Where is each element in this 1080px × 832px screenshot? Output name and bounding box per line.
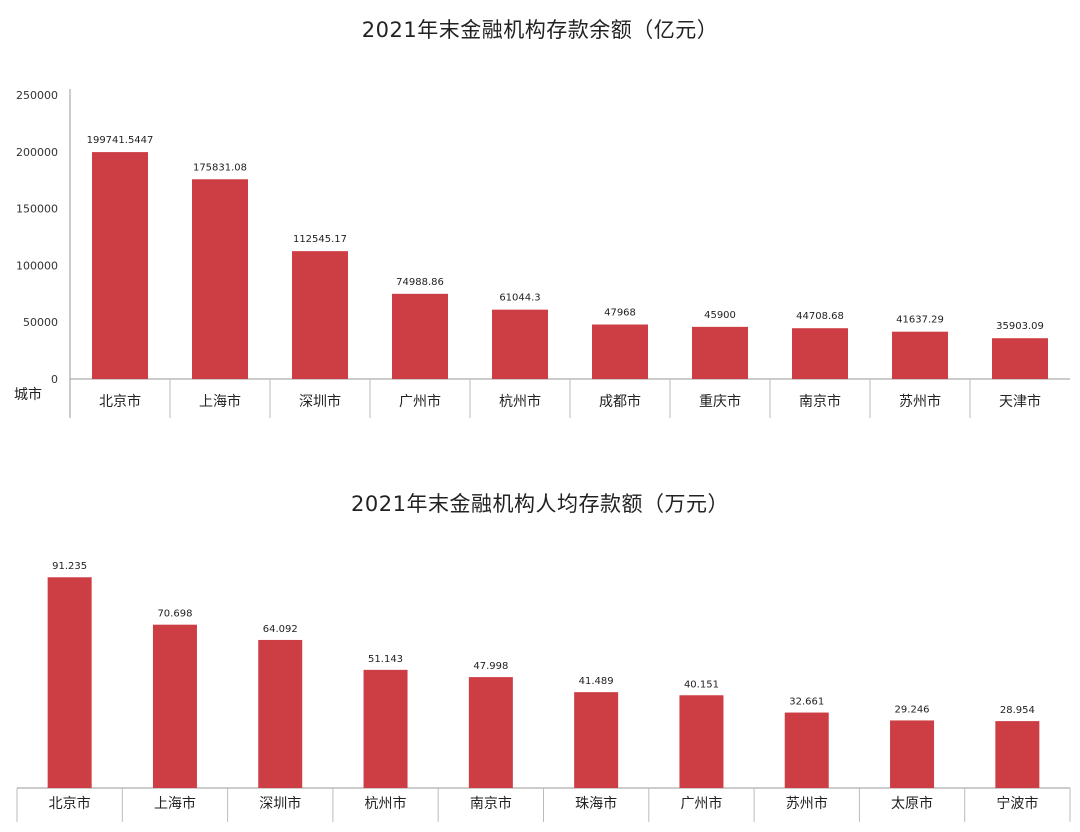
data-label: 112545.17 xyxy=(293,234,347,245)
data-label: 47968 xyxy=(604,308,636,319)
category-label: 广州市 xyxy=(399,393,441,410)
bar xyxy=(468,677,513,788)
bar xyxy=(258,639,303,788)
deposit-balance-chart: 2021年末金融机构存款余额（亿元） 250000 200000 150000 100… xyxy=(14,18,1070,418)
bar xyxy=(492,309,548,379)
bar xyxy=(792,328,848,379)
per-capita-deposit-chart: 2021年末金融机构人均存款额（万元） 91.235 北京市 70.698 上海市 64… xyxy=(0,480,1080,832)
data-label: 64.092 xyxy=(263,624,298,635)
data-label: 70.698 xyxy=(157,609,192,620)
y-tick-label: 50000 xyxy=(23,316,58,329)
bar xyxy=(992,338,1048,379)
bar xyxy=(152,624,197,788)
per-capita-deposit-plot: 91.235 北京市 70.698 上海市 64.092 深圳市 51.143 杭州市 47.9… xyxy=(16,561,1071,822)
data-label: 175831.08 xyxy=(193,162,247,173)
bar xyxy=(679,695,724,788)
data-label: 44708.68 xyxy=(796,311,844,322)
data-label: 29.246 xyxy=(895,704,930,715)
category-label: 深圳市 xyxy=(299,393,341,410)
data-label: 41637.29 xyxy=(896,315,944,326)
category-label: 广州市 xyxy=(680,795,722,812)
bar xyxy=(292,251,348,379)
bar xyxy=(692,326,748,379)
data-label: 40.151 xyxy=(684,679,719,690)
data-label: 35903.09 xyxy=(996,321,1044,332)
data-label: 47.998 xyxy=(473,661,508,672)
category-label: 成都市 xyxy=(599,393,641,410)
bar xyxy=(574,692,619,788)
bar xyxy=(47,577,92,788)
data-label: 32.661 xyxy=(789,697,824,708)
category-label: 深圳市 xyxy=(259,795,301,812)
y-tick-label: 0 xyxy=(51,373,58,386)
category-label: 苏州市 xyxy=(899,393,941,410)
data-label: 91.235 xyxy=(52,561,87,572)
y-tick-label: 200000 xyxy=(16,146,58,159)
x-axis-label: 城市 xyxy=(14,386,42,403)
y-tick-label: 100000 xyxy=(16,259,58,272)
category-label: 珠海市 xyxy=(575,795,617,812)
category-label: 杭州市 xyxy=(499,393,541,410)
category-label: 太原市 xyxy=(891,795,933,812)
bar xyxy=(890,720,935,788)
bar xyxy=(192,179,248,379)
bar xyxy=(92,152,148,379)
bar xyxy=(892,331,948,379)
data-label: 28.954 xyxy=(1000,705,1035,716)
bar xyxy=(995,721,1040,788)
category-label: 天津市 xyxy=(999,393,1041,410)
data-label: 45900 xyxy=(704,310,736,321)
bar xyxy=(592,324,648,379)
bar xyxy=(784,712,829,788)
category-label: 上海市 xyxy=(154,795,196,812)
category-label: 南京市 xyxy=(799,393,841,410)
bar xyxy=(363,669,408,788)
category-label: 北京市 xyxy=(99,393,141,410)
y-tick-label: 250000 xyxy=(16,89,58,102)
category-label: 南京市 xyxy=(470,795,512,812)
data-label: 61044.3 xyxy=(499,293,540,304)
data-label: 51.143 xyxy=(368,654,403,665)
category-label: 宁波市 xyxy=(996,795,1038,812)
data-label: 199741.5447 xyxy=(87,135,154,146)
category-label: 杭州市 xyxy=(365,795,407,812)
chart-title: 2021年末金融机构存款余额（亿元） xyxy=(361,18,719,42)
y-tick-label: 150000 xyxy=(16,203,58,216)
category-label: 北京市 xyxy=(49,795,91,812)
data-label: 41.489 xyxy=(579,676,614,687)
category-label: 重庆市 xyxy=(699,393,741,410)
chart-title: 2021年末金融机构人均存款额（万元） xyxy=(351,492,729,516)
deposit-balance-plot: 250000 200000 150000 100000 50000 0 城市 199741.5… xyxy=(14,89,1070,418)
bar xyxy=(392,293,448,379)
category-label: 上海市 xyxy=(199,393,241,410)
category-label: 苏州市 xyxy=(786,795,828,812)
data-label: 74988.86 xyxy=(396,277,444,288)
